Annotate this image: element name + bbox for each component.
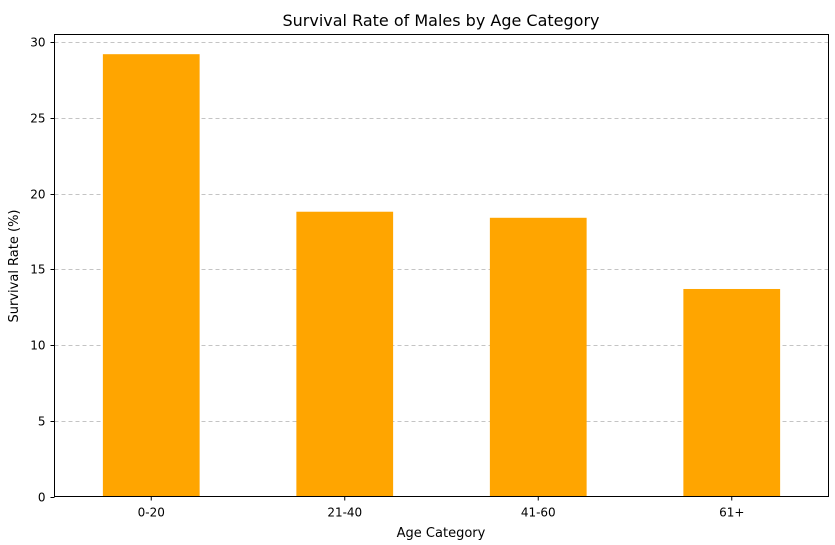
y-tick-label: 10 — [30, 339, 45, 353]
axes — [54, 34, 829, 497]
bar — [102, 54, 200, 497]
y-tick-label: 0 — [38, 491, 46, 505]
y-ticks: 0 5 10 15 20 25 30 — [30, 36, 55, 505]
y-axis-label: Survival Rate (%) — [7, 210, 22, 323]
y-tick-label: 25 — [30, 112, 45, 126]
chart-title: Survival Rate of Males by Age Category — [282, 11, 599, 30]
y-tick-label: 20 — [30, 188, 45, 202]
bars — [102, 54, 781, 497]
bar — [489, 217, 587, 497]
x-tick-label: 41-60 — [521, 506, 556, 520]
plot-frame — [54, 34, 829, 497]
y-tick-label: 15 — [30, 263, 45, 277]
y-tick-label: 30 — [30, 36, 45, 50]
y-tick-label: 5 — [38, 415, 46, 429]
x-tick-label: 0-20 — [138, 506, 165, 520]
bar — [296, 211, 394, 497]
x-tick-label: 21-40 — [327, 506, 362, 520]
x-axis-label: Age Category — [397, 526, 486, 541]
bar — [683, 288, 781, 497]
x-tick-label: 61+ — [719, 506, 744, 520]
x-ticks: 0-20 21-40 41-60 61+ — [138, 496, 744, 520]
